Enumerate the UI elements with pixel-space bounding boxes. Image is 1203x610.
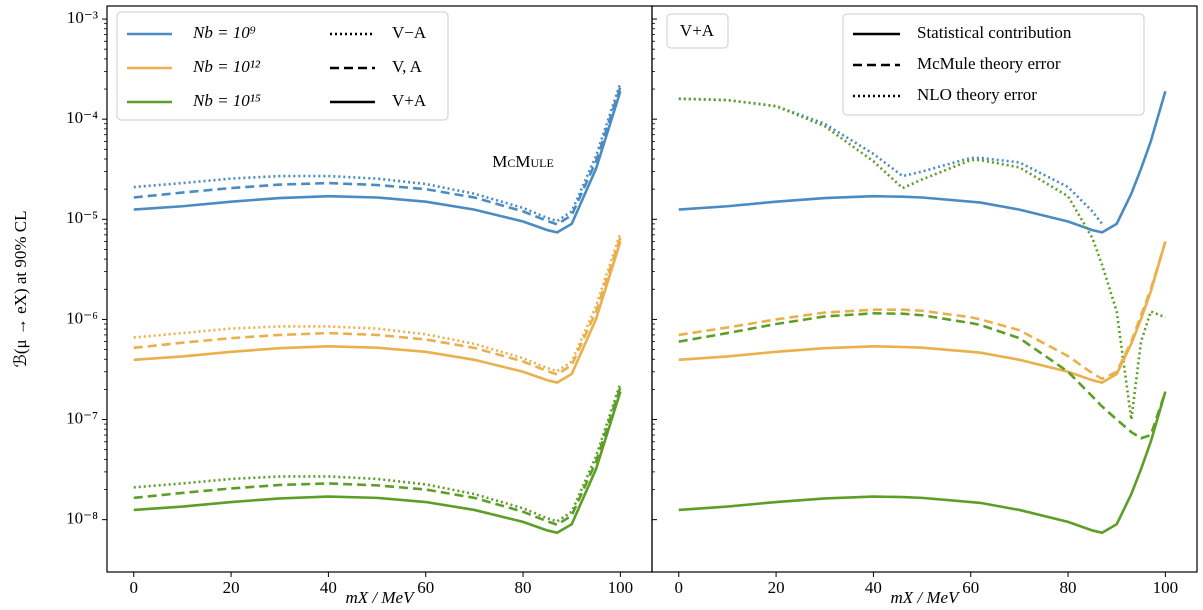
series-line xyxy=(133,236,622,376)
y-tick-label: 10⁻³ xyxy=(67,8,98,27)
series-line xyxy=(133,90,622,234)
plot-area xyxy=(133,82,622,535)
x-axis-label: mX / MeV xyxy=(346,588,417,607)
series-line xyxy=(133,391,622,535)
x-tick-label: 40 xyxy=(865,578,882,597)
series-line xyxy=(678,97,1166,420)
series-line xyxy=(678,391,1167,535)
x-tick-label: 60 xyxy=(962,578,979,597)
legend-label: V, A xyxy=(392,57,423,76)
watermark: McMule xyxy=(492,152,554,171)
legend-label: NLO theory error xyxy=(917,85,1037,104)
legend-box xyxy=(116,11,449,121)
y-tick-label: 10⁻⁷ xyxy=(66,408,98,427)
series-line xyxy=(133,82,622,223)
legend-label: Statistical contribution xyxy=(917,23,1072,42)
y-tick-label: 10⁻⁴ xyxy=(66,108,98,127)
y-axis-label: ℬ(μ → eX) at 90% CL xyxy=(11,210,30,367)
y-tick-label: 10⁻⁵ xyxy=(66,208,98,227)
y-tick-label: 10⁻⁶ xyxy=(66,308,98,327)
plot-area xyxy=(678,90,1167,535)
legend-label: V−A xyxy=(392,23,427,42)
x-tick-label: 20 xyxy=(768,578,785,597)
x-tick-label: 80 xyxy=(1060,578,1077,597)
annotation: V+A xyxy=(680,21,715,40)
series-line xyxy=(133,382,622,523)
x-tick-label: 100 xyxy=(1153,578,1179,597)
x-tick-label: 40 xyxy=(320,578,337,597)
legend-box xyxy=(842,13,1145,116)
x-tick-label: 0 xyxy=(130,578,139,597)
legend-label: Nb = 10¹² xyxy=(192,57,261,76)
y-tick-label: 10⁻⁸ xyxy=(66,509,98,528)
series-line xyxy=(678,90,1167,234)
series-line xyxy=(133,232,622,373)
legend-label: V+A xyxy=(392,91,427,110)
annotation-box xyxy=(666,13,729,49)
x-tick-label: 100 xyxy=(608,578,634,597)
series-line xyxy=(133,241,622,384)
series-line xyxy=(133,86,622,226)
legend-label: Nb = 10¹⁵ xyxy=(192,91,261,110)
x-axis-label: mX / MeV xyxy=(891,588,962,607)
x-tick-label: 60 xyxy=(417,578,434,597)
x-tick-label: 20 xyxy=(223,578,240,597)
x-tick-label: 80 xyxy=(515,578,532,597)
series-line xyxy=(678,312,1167,440)
legend-label: Nb = 10⁹ xyxy=(192,23,256,42)
x-tick-label: 0 xyxy=(675,578,684,597)
legend-label: McMule theory error xyxy=(917,54,1061,73)
series-line xyxy=(133,386,622,527)
series-line xyxy=(678,241,1167,381)
